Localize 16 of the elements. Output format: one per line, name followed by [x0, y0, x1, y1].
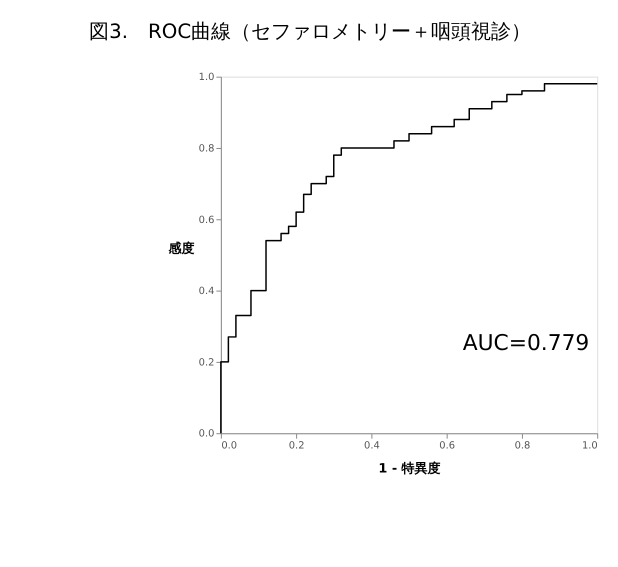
x-tick-label: 0.4	[364, 440, 380, 452]
y-axis-title: 感度	[168, 240, 195, 256]
y-tick-label: 1.0	[198, 72, 214, 84]
x-tick-label: 1.0	[582, 440, 598, 452]
chart-title: 図3. ROC曲線（セファロメトリー＋咽頭視診）	[89, 20, 532, 44]
x-tick-label: 0.0	[221, 440, 238, 452]
y-tick-label: 0.4	[198, 286, 214, 298]
y-tick-label: 0.0	[198, 428, 214, 440]
x-tick-label: 0.8	[514, 440, 530, 452]
y-tick-label: 0.8	[198, 143, 214, 154]
x-axis-title: 1 - 特異度	[378, 460, 441, 476]
x-tick-label: 0.6	[439, 440, 456, 452]
annotation: AUC=0.779	[462, 330, 590, 356]
y-tick-label: 0.2	[198, 357, 214, 368]
x-tick-label: 0.2	[288, 440, 304, 452]
y-tick-label: 0.6	[198, 214, 214, 226]
